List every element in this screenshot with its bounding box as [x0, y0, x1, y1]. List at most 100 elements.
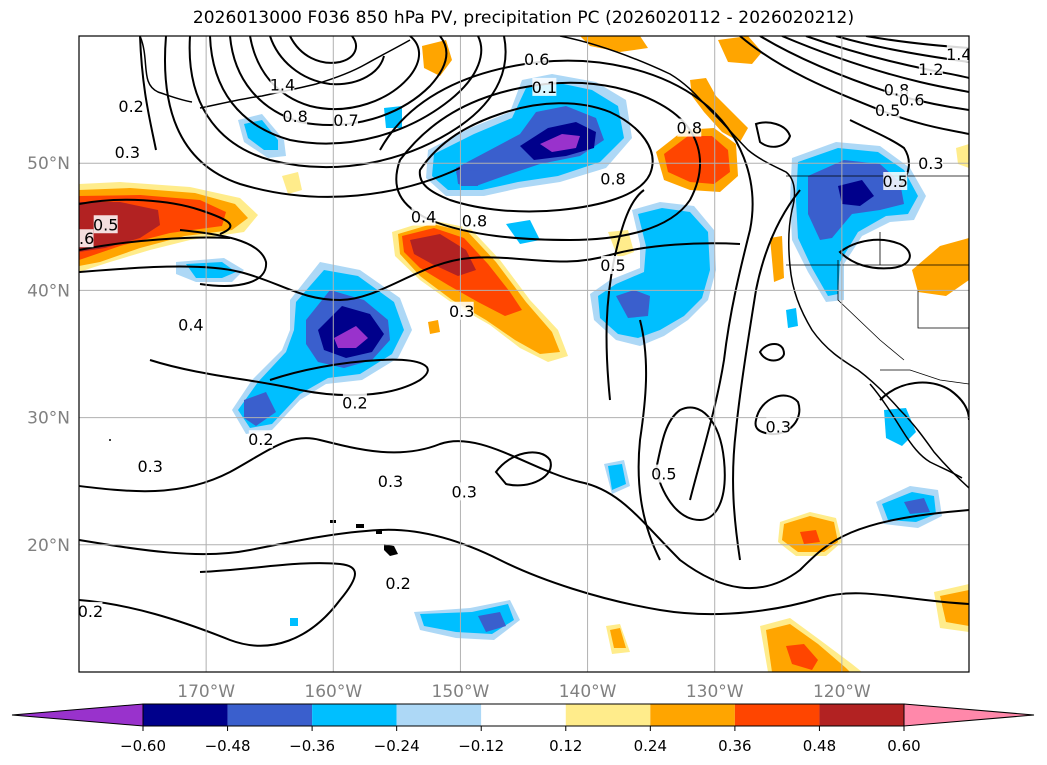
contour-label-bg: [119, 96, 144, 115]
contour-label: 0.4: [411, 208, 436, 227]
contour-label: 0.3: [766, 418, 791, 437]
pv-contour: [79, 437, 969, 590]
pv-contour: [758, 343, 786, 362]
coastline-alaska: [139, 36, 411, 109]
contour-label: 1.2: [918, 60, 943, 79]
pv-contour: [754, 394, 801, 436]
precip-patch: [940, 590, 969, 626]
contour-label-bg: [411, 207, 436, 226]
coastline-north-america: [559, 36, 969, 489]
pv-contour: [269, 36, 385, 86]
precip-patch: [838, 180, 874, 206]
contour-label: 0.8: [677, 119, 702, 138]
contour-label-bg: [601, 255, 625, 274]
contour-label: 0.6: [524, 50, 549, 69]
contour-label-bg: [115, 142, 140, 161]
pv-contour: [289, 36, 357, 64]
pv-contour: [494, 451, 552, 487]
precip-patch: [422, 40, 452, 76]
border-state: [786, 232, 969, 361]
contour-label-bg: [79, 601, 103, 620]
precip-patch: [800, 530, 820, 544]
pv-contour: [838, 238, 911, 270]
pv-contour: [179, 229, 268, 287]
colorbar: −0.60 −0.48 −0.36 −0.24 −0.12 0.12 0.24 0.36 0.4…: [11, 703, 1035, 755]
contour-label-bg: [899, 90, 924, 109]
colorbar-outline: [142, 703, 905, 727]
contour-label-bg: [334, 110, 358, 129]
contour-label-bg: [918, 60, 943, 79]
precip-patch: [690, 78, 748, 142]
lat-tick-label: 50°N: [27, 154, 70, 174]
pv-contour: [654, 406, 726, 522]
pv-contour: [249, 36, 420, 110]
precip-patch: [956, 144, 969, 168]
contour-label: 0.4: [178, 316, 203, 335]
contour-label-bg: [378, 472, 403, 491]
plot-area: 0.61.40.8 0.70.20.30.10.80.80.40.50.60.50…: [78, 36, 969, 672]
contour-label-bg: [270, 75, 295, 94]
colorbar-segment: [396, 704, 482, 726]
precip-patch: [608, 464, 626, 490]
axis-labels: 170°W 160°W 150°W 140°W 130°W 120°W 50°N 40°N 30…: [27, 154, 871, 702]
precip-patch: [912, 238, 969, 296]
contour-label-bg: [449, 301, 474, 320]
pv-contour: [732, 189, 801, 561]
precip-patch: [770, 236, 784, 282]
contour-label-bg: [875, 100, 900, 119]
contour-label-bg: [386, 573, 411, 592]
colorbar-segment: [819, 704, 904, 726]
pv-contours: [79, 36, 969, 647]
pv-contour: [379, 59, 754, 501]
precip-patch: [428, 320, 440, 334]
colorbar-segment: [312, 704, 397, 726]
precip-patch: [79, 202, 160, 252]
precip-patch: [904, 498, 930, 514]
contour-label: 0.3: [378, 472, 403, 491]
lat-tick-label: 20°N: [27, 536, 70, 556]
contour-label: 0.3: [115, 143, 140, 162]
contour-label: 0.3: [918, 154, 943, 173]
pv-contour: [754, 121, 792, 148]
contour-label: 0.7: [333, 111, 358, 130]
precip-patch: [786, 644, 818, 670]
lon-tick-label: 150°W: [432, 682, 490, 702]
pv-contour: [79, 242, 741, 302]
pv-contour: [637, 319, 661, 561]
coastline-baja: [869, 383, 963, 479]
colorbar-tick-label: −0.60: [120, 737, 166, 755]
contour-label-bg: [178, 315, 203, 334]
contour-label-bg: [79, 229, 94, 248]
contour-label: 0.1: [532, 78, 557, 97]
pv-contour: [739, 36, 969, 135]
contour-label-bg: [651, 464, 676, 483]
contour-label-bg: [677, 118, 702, 137]
contour-label: 0.2: [248, 430, 273, 449]
islands: [109, 439, 398, 556]
pv-contour: [395, 81, 701, 242]
border-us-mexico: [880, 369, 969, 385]
contour-label: 0.5: [93, 215, 118, 234]
pv-contour: [209, 36, 483, 145]
contour-label-bg: [524, 49, 549, 68]
contour-label: 0.8: [462, 211, 487, 230]
colorbar-tick-label: 0.36: [718, 737, 751, 755]
precip-patch: [664, 136, 730, 184]
contour-label: 0.2: [342, 393, 367, 412]
precip-patch: [282, 172, 302, 194]
contour-label: 1.4: [270, 75, 295, 94]
colorbar-tick-label: 0.12: [549, 737, 582, 755]
contour-label: 0.3: [452, 482, 477, 501]
lon-tick-label: 170°W: [177, 682, 235, 702]
pv-contour: [805, 36, 969, 79]
contour-label: 0.2: [118, 97, 143, 116]
coastlines: [139, 36, 969, 489]
plot-border: [78, 35, 970, 673]
pv-contour: [781, 36, 969, 93]
contour-label: 0.5: [875, 101, 900, 120]
contour-label: 0.2: [78, 602, 103, 621]
pv-contour: [79, 528, 969, 616]
precip-patch: [478, 612, 506, 632]
contour-label: 0.5: [600, 256, 625, 275]
